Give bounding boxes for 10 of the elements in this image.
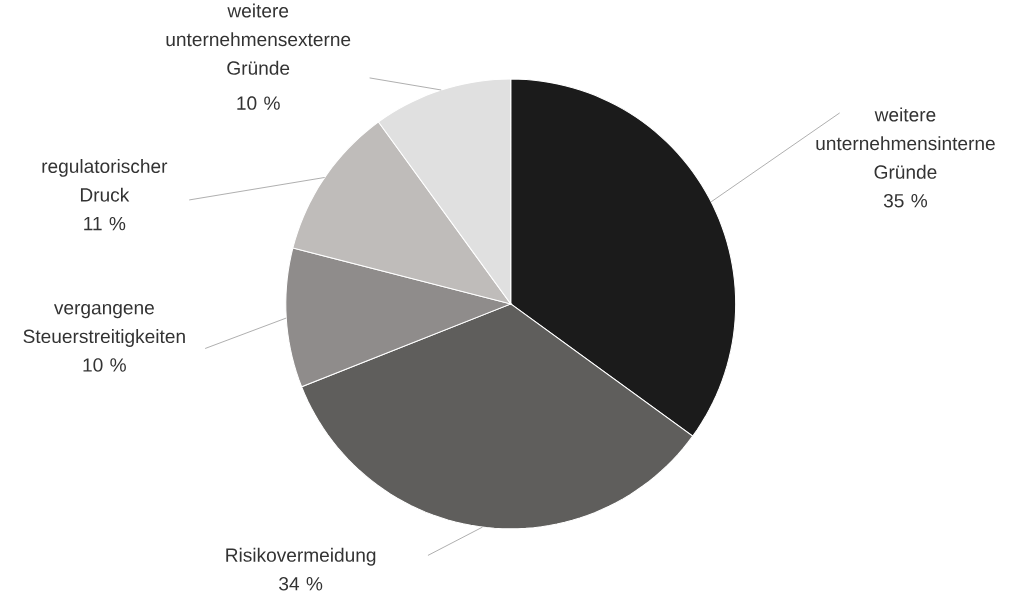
data-label: 10 % [83, 358, 126, 372]
slice-label: regulatorischer Druck [42, 158, 168, 202]
data-label: 11 % [84, 216, 126, 231]
slice-label: weitere unternehmensinterne Gründe [816, 107, 995, 179]
slice-label: weitere unternehmensexterne Gründe [166, 3, 351, 75]
slice-label: vergangene Steuerstreitigkeiten [23, 303, 185, 347]
slice-label: Risikovermeidung [226, 547, 376, 566]
data-label: 34 % [279, 576, 323, 591]
data-label: 35 % [883, 193, 928, 208]
data-label: 10 % [237, 96, 280, 110]
